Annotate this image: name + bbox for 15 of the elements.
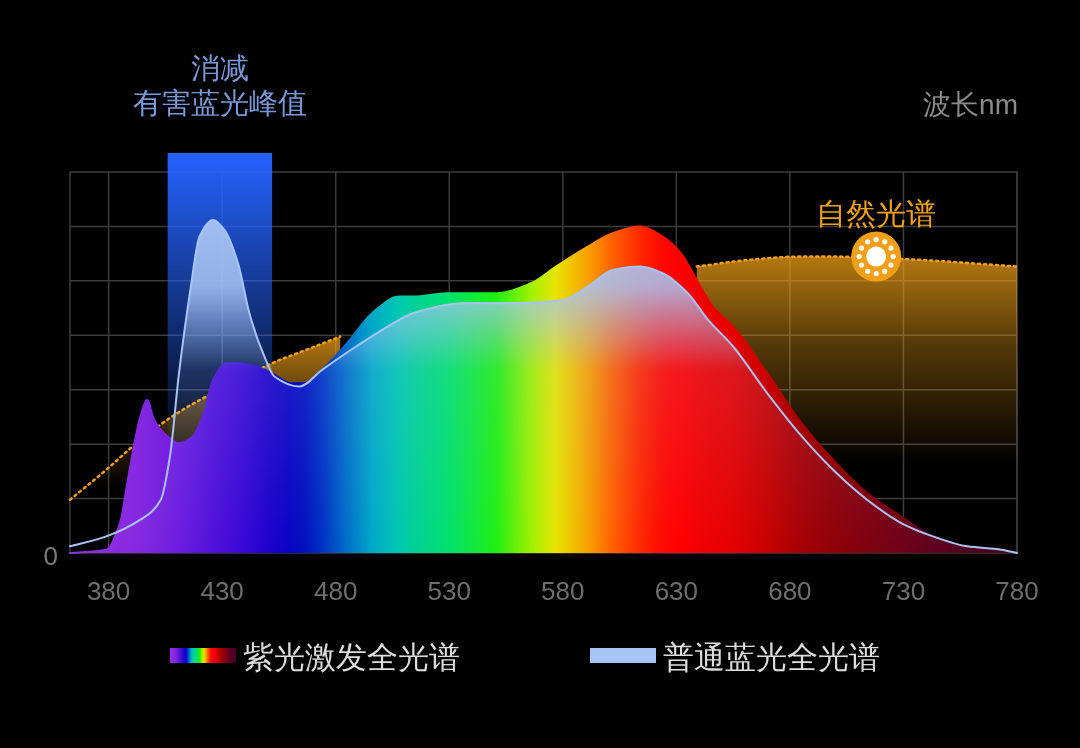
note: 0 — [43, 541, 58, 571]
legend-label: 普通蓝光全光谱 — [663, 640, 880, 675]
x-tick-label: 480 — [314, 576, 358, 606]
x-tick-label: 380 — [86, 576, 131, 606]
x-tick-label: 430 — [200, 576, 244, 606]
legend-label: 紫光激发全光谱 — [243, 640, 460, 675]
x-tick-label: 780 — [995, 576, 1039, 606]
x-tick-label: 730 — [881, 576, 926, 606]
x-tick-label: 680 — [768, 576, 812, 606]
x-tick-label: 580 — [541, 576, 585, 606]
band-label: 消减有害蓝光峰值 — [132, 52, 307, 119]
annotation: 自然光谱 — [816, 196, 937, 230]
x-tick-label: 530 — [427, 576, 471, 606]
x-axis-title: 波长nm — [923, 89, 1018, 120]
x-tick-label: 630 — [654, 576, 699, 606]
